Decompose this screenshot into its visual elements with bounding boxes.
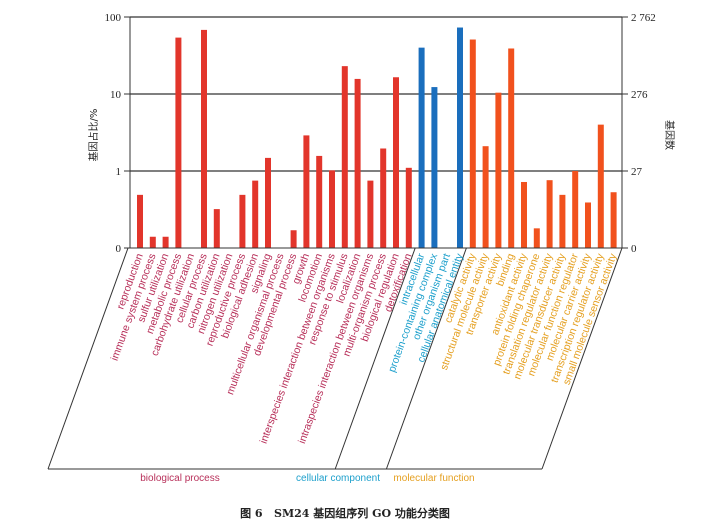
y-axis-left-label: 基因占比/% (87, 109, 100, 162)
group-divider (334, 247, 416, 470)
y-tick-label-right: 276 (631, 89, 648, 101)
y-tick-label-right: 27 (631, 166, 643, 178)
bar (495, 92, 502, 248)
bar (201, 29, 207, 248)
bar (239, 194, 246, 248)
bar (380, 148, 387, 248)
bar (303, 135, 310, 248)
bar (354, 78, 361, 248)
bar (367, 180, 374, 248)
gridlines (130, 16, 622, 172)
bar (393, 77, 399, 248)
axes: 100 2 762 10 276 1 27 0 0 (47, 12, 656, 470)
bar (521, 181, 527, 248)
y-axis-right-label: 基因数 (663, 120, 676, 150)
bar (610, 192, 617, 248)
bar (546, 180, 553, 248)
group-divider (385, 247, 467, 470)
y-tick-label-left: 0 (116, 243, 122, 255)
group-divider (541, 247, 623, 470)
bar (316, 155, 323, 248)
bar (162, 236, 169, 248)
bar (597, 124, 604, 248)
y-tick-label-right: 0 (631, 243, 637, 255)
group-label: cellular component (296, 473, 380, 484)
bars (137, 27, 617, 249)
bar (469, 39, 476, 249)
bar (457, 27, 463, 248)
bar (341, 66, 348, 248)
bar (290, 230, 297, 248)
bar (329, 170, 335, 248)
bar (559, 194, 566, 248)
bar (533, 228, 540, 248)
y-tick-label-right: 2 762 (631, 12, 656, 24)
bar (572, 171, 579, 248)
bar (405, 167, 412, 248)
group-divider (47, 247, 129, 470)
y-tick-label-left: 1 (116, 166, 122, 178)
bar (418, 47, 425, 248)
figure-caption: 图 6 SM24 基因组序列 GO 功能分类图 (240, 506, 450, 520)
group-label: biological process (140, 473, 220, 484)
bar (149, 236, 156, 248)
bar (252, 180, 259, 248)
bar (265, 157, 271, 248)
group-label: molecular function (393, 473, 474, 484)
bar (431, 87, 438, 249)
bar (175, 37, 182, 248)
y-tick-label-left: 10 (110, 89, 122, 101)
bar (482, 146, 489, 248)
bar (585, 202, 591, 248)
bar (213, 209, 220, 248)
y-tick-label-left: 100 (105, 12, 122, 24)
bar (508, 48, 515, 249)
bar (137, 194, 143, 248)
